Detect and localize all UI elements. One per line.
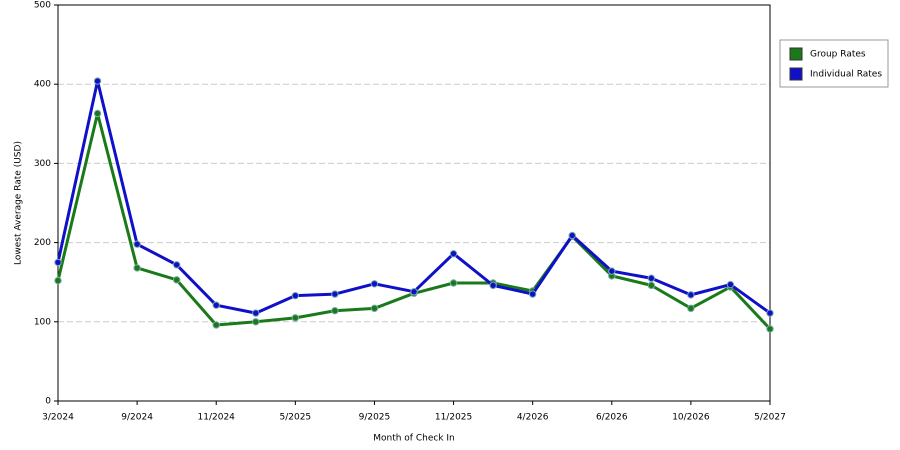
data-point [54,258,62,267]
x-tick-label: 5/2025 [279,413,311,423]
y-tick-label: 500 [34,1,51,11]
data-point [766,309,774,317]
data-point [172,276,181,284]
legend-swatch [789,67,803,81]
y-tick-label: 400 [34,80,51,90]
data-point [370,280,379,288]
data-point [252,318,260,326]
x-tick-label: 3/2024 [42,413,74,423]
data-point [133,264,141,272]
data-point [726,280,735,289]
data-point [687,291,695,299]
data-point [687,304,695,313]
legend-label: Individual Rates [810,70,882,80]
data-point [291,314,300,322]
y-tick-label: 200 [34,238,51,248]
data-point [410,288,418,296]
data-point [93,109,102,118]
data-point [133,240,141,248]
data-point [370,304,379,313]
data-point [331,307,339,315]
y-tick-label: 100 [34,317,51,327]
data-point [212,321,220,329]
x-tick-label: 6/2026 [596,413,628,423]
data-point [291,291,300,300]
x-tick-label: 11/2025 [435,413,472,423]
data-point [528,290,537,298]
data-point [212,301,220,309]
y-tick-label: 0 [45,397,51,407]
x-tick-label: 9/2024 [121,413,153,423]
data-point [568,231,576,240]
data-point [252,309,260,317]
data-point [608,267,616,275]
series-line [56,79,771,315]
data-point [489,281,497,290]
x-tick-label: 5/2027 [754,413,786,423]
data-point [93,77,102,85]
legend-label: Group Rates [810,50,866,60]
data-point [54,276,62,285]
data-point [449,249,458,258]
data-point [331,290,339,298]
y-tick-label: 300 [34,159,51,169]
data-point [766,325,774,333]
x-tick-label: 10/2026 [672,413,710,423]
data-point [647,281,656,290]
data-point [449,279,458,287]
y-axis-label: Lowest Average Rate (USD) [14,141,24,265]
plot-frame [57,4,771,402]
x-tick-label: 9/2025 [359,413,391,423]
x-tick-label: 4/2026 [517,413,549,423]
x-tick-label: 11/2024 [198,413,236,423]
legend-swatch [789,47,803,61]
x-axis-label: Month of Check In [373,434,455,444]
data-point [172,261,181,269]
data-point [647,274,656,282]
